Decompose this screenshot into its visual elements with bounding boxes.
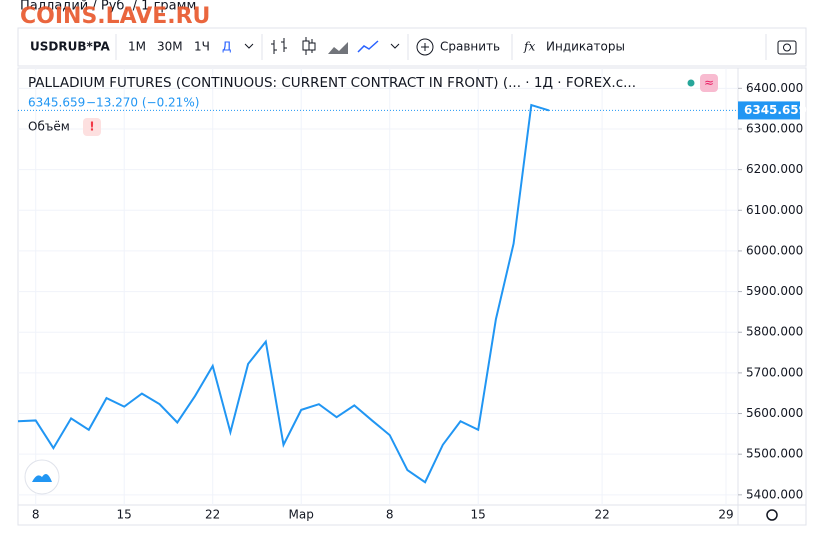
line-icon[interactable] <box>357 40 379 53</box>
chart-frame <box>17 67 807 526</box>
x-tick-label: 22 <box>205 508 220 522</box>
settings-icon[interactable] <box>766 509 778 521</box>
x-tick-label: 8 <box>32 508 40 522</box>
volume-badge[interactable] <box>83 118 101 136</box>
x-tick-label: 15 <box>117 508 132 522</box>
bars-icon[interactable] <box>271 38 287 54</box>
y-tick-label: 5800.000 <box>746 325 803 339</box>
interval[interactable]: 1М <box>128 40 146 54</box>
camera-icon <box>783 43 791 52</box>
symbol[interactable]: USDRUB*PA <box>30 40 110 54</box>
last-price-box <box>738 101 800 120</box>
toolbar <box>17 27 807 67</box>
indicators[interactable]: Индикаторы <box>546 40 625 54</box>
legend-title: PALLADIUM FUTURES (CONTINUOUS: CURRENT C… <box>28 75 636 91</box>
compare[interactable]: Сравнить <box>440 40 500 54</box>
x-tick-label: 29 <box>718 508 733 522</box>
y-tick-label: 5600.000 <box>746 406 803 420</box>
x-tick-label: 15 <box>471 508 486 522</box>
x-tick-label: 8 <box>386 508 394 522</box>
area-icon[interactable] <box>328 42 348 54</box>
price-line <box>17 103 550 484</box>
badge-text: ≈ <box>704 76 714 90</box>
legend-price: 6345.659 <box>28 96 85 110</box>
interval[interactable]: Д <box>222 40 231 54</box>
camera-icon[interactable] <box>777 40 797 55</box>
y-tick-label: 5700.000 <box>746 365 803 379</box>
y-tick-label: 6000.000 <box>746 243 803 257</box>
legend-change: −13.270 (−0.21%) <box>86 96 199 110</box>
y-tick-label: 6300.000 <box>746 121 803 135</box>
status-dot <box>687 79 695 87</box>
watermark: COINS.LAVE.RU <box>20 4 210 29</box>
y-tick-label: 5900.000 <box>746 284 803 298</box>
fx-icon[interactable]: fx <box>523 40 535 54</box>
y-tick-label: 5400.000 <box>746 487 803 501</box>
badge[interactable] <box>700 74 718 92</box>
y-tick-label: 6100.000 <box>746 203 803 217</box>
interval[interactable]: 30М <box>157 40 183 54</box>
volume-label: Объём <box>28 120 70 134</box>
volume-badge-text: ! <box>89 120 94 134</box>
x-tick-label: Мар <box>289 508 314 522</box>
interval[interactable]: 1Ч <box>194 40 210 54</box>
chevron[interactable] <box>244 43 254 49</box>
plus-icon[interactable] <box>416 38 434 56</box>
y-tick-label: 6200.000 <box>746 162 803 176</box>
y-tick-label: 6400.000 <box>746 81 803 95</box>
logo-icon <box>32 473 52 482</box>
last-price-label: 6345.659 <box>744 103 807 117</box>
y-tick-label: 5500.000 <box>746 447 803 461</box>
chevron[interactable] <box>390 43 400 49</box>
x-tick-label: 22 <box>594 508 609 522</box>
page-title: Палладий / Руб. / 1 грамм <box>20 0 196 14</box>
candles-icon <box>308 42 316 51</box>
plus-icon <box>421 43 429 51</box>
candles-icon <box>302 40 310 51</box>
